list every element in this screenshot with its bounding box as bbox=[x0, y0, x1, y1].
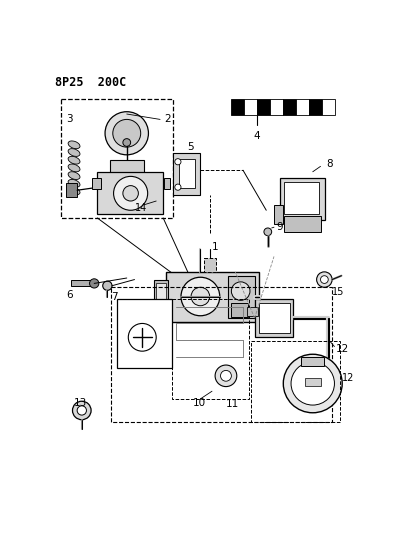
Text: 1: 1 bbox=[212, 242, 219, 252]
Bar bbox=[284, 216, 321, 232]
Circle shape bbox=[181, 277, 220, 316]
Circle shape bbox=[72, 401, 91, 419]
Circle shape bbox=[231, 282, 250, 301]
Bar bbox=[257, 99, 270, 115]
Text: 12: 12 bbox=[336, 344, 349, 354]
Text: 7: 7 bbox=[111, 292, 118, 302]
Circle shape bbox=[113, 119, 141, 147]
Text: 8P25  200C: 8P25 200C bbox=[56, 76, 127, 90]
Ellipse shape bbox=[68, 141, 80, 149]
Circle shape bbox=[113, 176, 148, 210]
Circle shape bbox=[77, 406, 86, 415]
Bar bbox=[280, 178, 325, 220]
Bar bbox=[305, 378, 320, 386]
Text: 13: 13 bbox=[74, 398, 87, 408]
Bar bbox=[322, 99, 335, 115]
Text: 8: 8 bbox=[326, 159, 333, 169]
Text: 6: 6 bbox=[66, 290, 73, 300]
Text: 10: 10 bbox=[193, 398, 206, 408]
Circle shape bbox=[320, 276, 328, 284]
Bar bbox=[231, 303, 249, 317]
Circle shape bbox=[175, 159, 181, 165]
Text: 3: 3 bbox=[66, 115, 73, 124]
Bar bbox=[227, 276, 255, 318]
Circle shape bbox=[215, 365, 237, 386]
Ellipse shape bbox=[68, 156, 80, 164]
Ellipse shape bbox=[68, 172, 80, 180]
Ellipse shape bbox=[68, 149, 80, 156]
Bar bbox=[283, 99, 296, 115]
Bar bbox=[270, 99, 283, 115]
Circle shape bbox=[221, 370, 231, 381]
Circle shape bbox=[175, 184, 181, 190]
Bar bbox=[117, 299, 172, 368]
Bar bbox=[97, 172, 163, 214]
Circle shape bbox=[291, 362, 335, 405]
Bar bbox=[251, 341, 340, 422]
Circle shape bbox=[89, 279, 99, 288]
Bar bbox=[204, 258, 216, 272]
Bar bbox=[309, 99, 322, 115]
Bar bbox=[173, 152, 201, 195]
Bar bbox=[258, 303, 290, 334]
Circle shape bbox=[128, 324, 156, 351]
Bar bbox=[92, 178, 101, 189]
Circle shape bbox=[103, 281, 112, 290]
Circle shape bbox=[105, 112, 149, 155]
Circle shape bbox=[317, 272, 332, 287]
Bar bbox=[296, 99, 309, 115]
Ellipse shape bbox=[68, 180, 80, 187]
Circle shape bbox=[283, 354, 342, 413]
Text: 12: 12 bbox=[342, 373, 355, 383]
Bar bbox=[231, 99, 244, 115]
Bar bbox=[165, 272, 258, 322]
Bar bbox=[156, 284, 165, 299]
Circle shape bbox=[122, 180, 132, 189]
Bar bbox=[154, 280, 168, 303]
Circle shape bbox=[264, 228, 272, 236]
Text: 4: 4 bbox=[254, 131, 260, 141]
Bar bbox=[284, 182, 319, 214]
Text: 5: 5 bbox=[187, 142, 194, 152]
Bar bbox=[244, 99, 257, 115]
Circle shape bbox=[123, 139, 131, 147]
Ellipse shape bbox=[68, 164, 80, 172]
Ellipse shape bbox=[68, 187, 80, 195]
Bar bbox=[111, 287, 332, 422]
Bar bbox=[247, 306, 258, 316]
Bar bbox=[110, 160, 144, 182]
Text: 9: 9 bbox=[276, 222, 283, 232]
Text: 15: 15 bbox=[332, 287, 344, 297]
Bar bbox=[66, 183, 77, 197]
Bar bbox=[71, 280, 94, 287]
Bar bbox=[164, 178, 170, 189]
Bar bbox=[179, 159, 195, 188]
Circle shape bbox=[191, 287, 210, 306]
Circle shape bbox=[123, 185, 138, 201]
Text: 2: 2 bbox=[164, 115, 171, 124]
Bar bbox=[61, 99, 173, 218]
Bar bbox=[274, 205, 283, 224]
Text: 11: 11 bbox=[226, 399, 239, 409]
Bar bbox=[301, 357, 324, 366]
Bar bbox=[105, 180, 149, 189]
Text: 14: 14 bbox=[134, 203, 147, 213]
Bar bbox=[172, 299, 249, 399]
Bar bbox=[255, 299, 294, 337]
